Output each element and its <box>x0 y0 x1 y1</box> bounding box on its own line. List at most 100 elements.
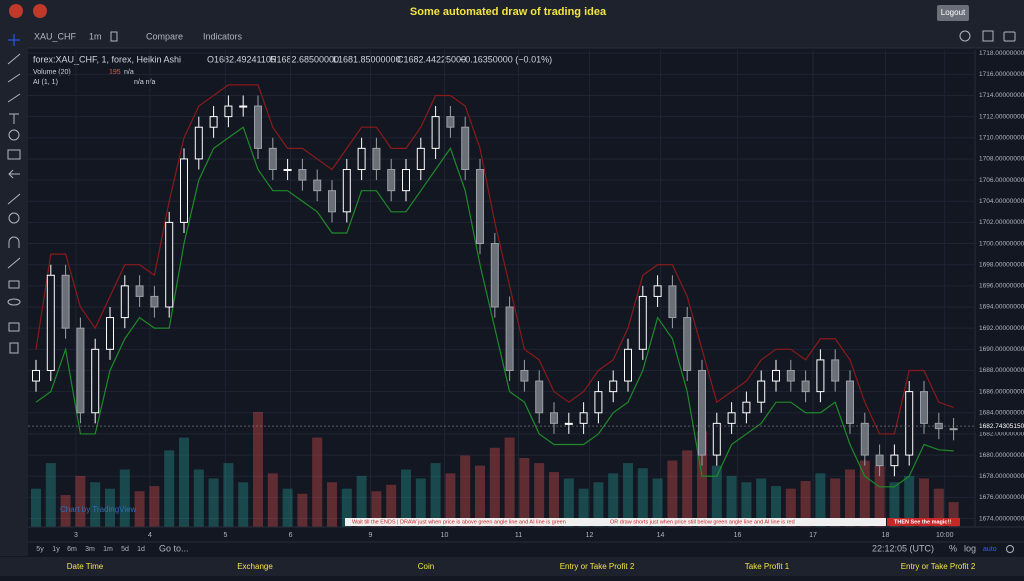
volume-bar <box>282 488 293 527</box>
volume-bar <box>149 486 160 527</box>
footer-label: Entry or Take Profit 2 <box>560 562 635 571</box>
symbol-button[interactable]: XAU_CHF <box>34 31 77 41</box>
legend-ai-na: n/a n/a <box>134 79 156 86</box>
volume-bar <box>179 437 189 527</box>
candle-body <box>194 126 203 160</box>
volume-bar <box>312 437 323 527</box>
candle-body <box>934 422 943 430</box>
y-tick-label: 1680.00000000 <box>979 452 1024 459</box>
settings-icon[interactable] <box>959 30 971 42</box>
range-button[interactable]: 3m <box>85 546 95 553</box>
x-tick-label: 6 <box>289 532 293 539</box>
y-tick-label: 1702.00000000 <box>979 219 1024 226</box>
candle-body <box>638 295 647 350</box>
volume-bar <box>889 482 900 527</box>
x-tick-label: 10 <box>441 532 449 539</box>
volume-bar <box>845 469 855 527</box>
volume-bar <box>60 495 71 527</box>
volume-bar <box>652 478 663 527</box>
range-button[interactable]: 5y <box>36 546 44 553</box>
candle-body <box>535 380 544 414</box>
back-tool[interactable] <box>8 169 20 179</box>
candle-body <box>106 317 114 350</box>
visibility-tool[interactable] <box>7 298 21 306</box>
measure-tool[interactable] <box>7 149 21 160</box>
candle-body <box>772 369 780 382</box>
goto-button[interactable]: Go to... <box>159 543 189 553</box>
fullscreen-icon[interactable] <box>982 30 994 42</box>
range-button[interactable]: 1m <box>103 546 113 553</box>
volume-bar <box>637 468 648 527</box>
y-tick-label: 1704.00000000 <box>979 198 1024 205</box>
volume-bar <box>164 450 175 527</box>
legend-high: H1682.68500000 <box>270 54 339 64</box>
volume-bar <box>193 469 204 527</box>
candle-body <box>76 327 85 414</box>
volume-bar <box>253 412 263 527</box>
volume-bar <box>608 473 619 527</box>
chart-style-icon[interactable] <box>110 31 118 42</box>
compare-button[interactable]: Compare <box>146 31 183 41</box>
range-button[interactable]: 1d <box>137 546 145 553</box>
volume-bar <box>578 488 589 527</box>
lock-tool[interactable] <box>8 280 20 289</box>
delete-tool[interactable] <box>9 342 19 354</box>
stay-drawing-tool[interactable] <box>7 257 21 269</box>
ruler-tool[interactable] <box>7 193 21 205</box>
range-buttons: 5y 1y 6m 3m 1m 5d 1d <box>36 546 145 553</box>
candle-body <box>875 454 884 467</box>
candle-body <box>757 380 766 403</box>
candle-body <box>91 348 100 414</box>
interval-button[interactable]: 1m <box>89 31 102 41</box>
candle-body <box>180 158 188 223</box>
volume-bar <box>75 475 86 527</box>
fib-tool[interactable] <box>7 73 21 83</box>
layers-tool[interactable] <box>8 322 20 332</box>
footer-label: Date Time <box>67 562 104 571</box>
range-button[interactable]: 5d <box>121 546 129 553</box>
candle-body <box>165 221 174 308</box>
auto-button[interactable]: auto <box>983 546 997 553</box>
candle-body <box>683 317 692 371</box>
range-button[interactable]: 6m <box>67 546 77 553</box>
magnet-tool[interactable] <box>8 236 20 248</box>
candle-body <box>831 359 840 382</box>
logo <box>33 4 47 18</box>
volume-bar <box>134 491 145 527</box>
brush-tool[interactable] <box>7 93 21 103</box>
candle-body <box>476 169 484 245</box>
log-button[interactable]: log <box>964 543 976 553</box>
percent-button[interactable]: % <box>949 543 957 553</box>
candle-body <box>550 412 558 424</box>
zoom-tool[interactable] <box>8 212 20 224</box>
settings-icon[interactable] <box>1006 545 1014 553</box>
volume-bar <box>401 469 411 527</box>
candle-body <box>461 126 470 171</box>
chart-toolbar <box>0 24 1024 48</box>
y-tick-label: 1674.00000000 <box>979 515 1024 522</box>
indicators-button[interactable]: Indicators <box>203 31 243 41</box>
volume-bar <box>327 482 337 527</box>
logout-button[interactable] <box>937 5 969 21</box>
footer-label: Take Profit 1 <box>745 562 790 571</box>
candle-body <box>860 422 869 456</box>
footer-labels: Date Time Exchange Coin Entry or Take Profi… <box>67 562 976 571</box>
logout-label[interactable]: Logout <box>941 8 966 17</box>
x-tick-label: 10:00 <box>936 532 954 539</box>
footer-label: Entry or Take Profit 2 <box>901 562 976 571</box>
volume-bar <box>593 482 604 527</box>
candle-body <box>268 147 277 171</box>
candle-body <box>135 285 144 297</box>
pattern-tool[interactable] <box>8 129 20 141</box>
volume-bar <box>726 475 737 527</box>
y-tick-label: 1684.00000000 <box>979 409 1024 416</box>
y-tick-label: 1688.00000000 <box>979 367 1024 374</box>
y-tick-label: 1714.00000000 <box>979 92 1024 99</box>
volume-bar <box>948 502 959 527</box>
snapshot-icon[interactable] <box>1003 31 1016 42</box>
range-button[interactable]: 1y <box>52 546 60 553</box>
candle-body <box>490 243 499 308</box>
candle-body <box>328 190 336 213</box>
trendline-tool[interactable] <box>7 53 21 65</box>
